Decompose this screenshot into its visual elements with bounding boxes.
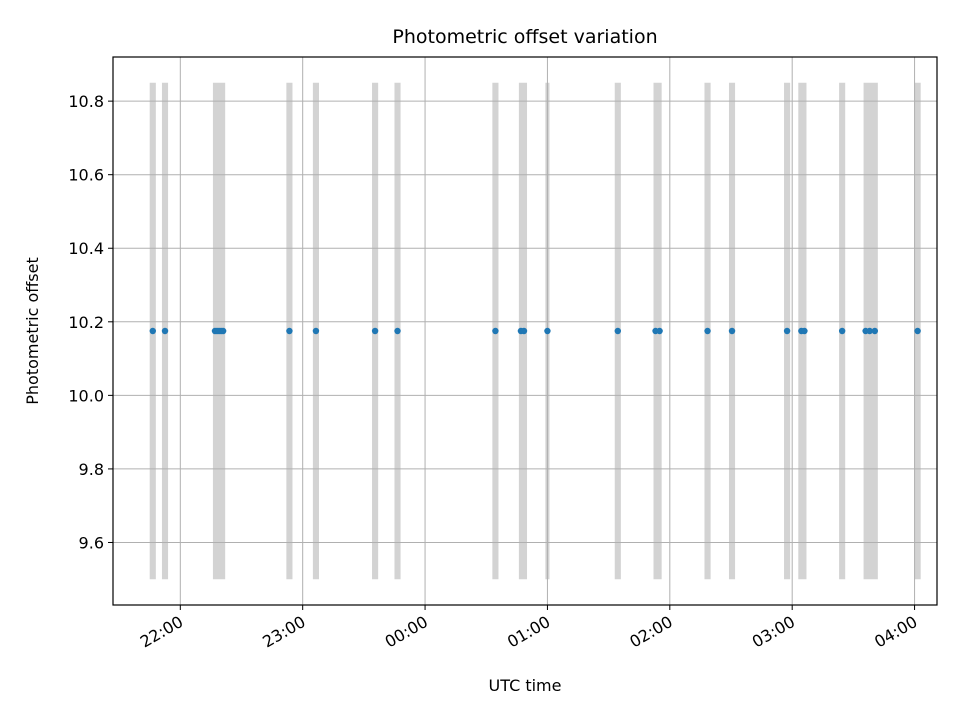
y-tick-label: 10.4 <box>68 239 104 258</box>
y-axis-label: Photometric offset <box>23 257 42 405</box>
chart-title: Photometric offset variation <box>392 26 657 48</box>
y-tick-label: 10.0 <box>68 386 104 405</box>
y-tick-label: 9.6 <box>79 533 104 552</box>
plot-area <box>112 56 938 606</box>
plot-frame <box>112 56 938 606</box>
data-point <box>801 327 808 335</box>
y-tick-label: 10.6 <box>68 166 104 185</box>
data-point <box>312 327 320 335</box>
data-point <box>838 327 846 335</box>
points-layer <box>149 327 921 335</box>
data-point <box>783 327 791 335</box>
y-tick-label: 10.2 <box>68 313 104 332</box>
data-point <box>866 327 873 335</box>
data-point <box>614 327 622 335</box>
data-point <box>871 327 878 335</box>
y-tick-label: 9.8 <box>79 460 104 479</box>
data-point <box>728 327 736 335</box>
x-axis-label: UTC time <box>489 676 562 695</box>
data-point <box>492 327 499 335</box>
data-point <box>149 327 156 335</box>
data-point <box>656 327 663 335</box>
data-point <box>520 327 528 335</box>
y-axis: 9.6 9.8 10.0 10.2 10.4 10.6 10.8 <box>68 92 113 552</box>
data-point <box>394 327 401 335</box>
data-point <box>371 327 379 335</box>
data-point <box>286 327 293 335</box>
data-point <box>161 327 169 335</box>
data-point <box>544 327 551 335</box>
y-tick-label: 10.8 <box>68 92 104 111</box>
data-point <box>914 327 921 335</box>
data-point <box>704 327 711 335</box>
data-point <box>219 327 227 335</box>
